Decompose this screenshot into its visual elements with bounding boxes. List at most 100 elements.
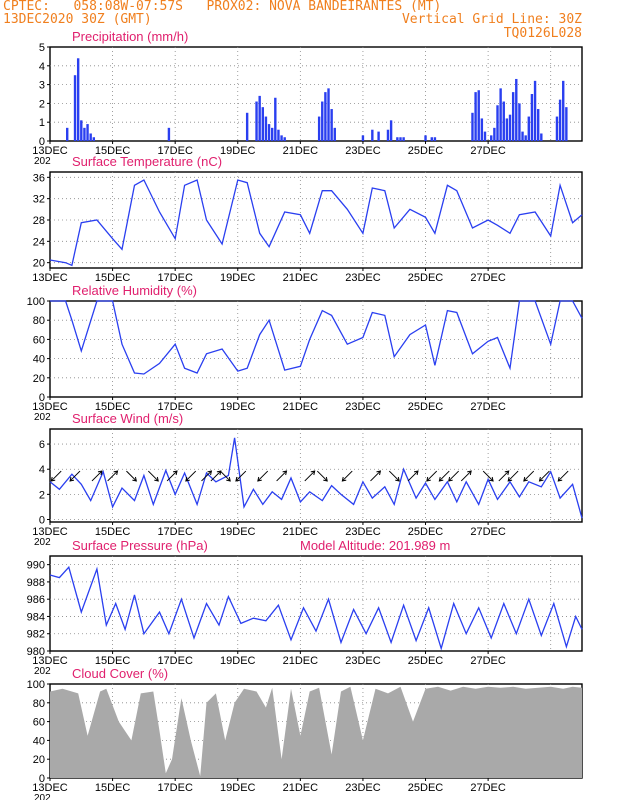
precipitation-bar bbox=[76, 58, 80, 141]
pressure-xtick-label: 13DEC bbox=[32, 655, 68, 667]
wind-arrow-head bbox=[467, 470, 472, 476]
wind-arrow bbox=[538, 470, 550, 482]
wind-ytick-label: 6 bbox=[39, 439, 45, 451]
humidity-ytick-label: 40 bbox=[33, 354, 45, 366]
precipitation-bar bbox=[508, 114, 512, 141]
wind-arrow-shaft bbox=[69, 470, 81, 482]
wind-arrow-head bbox=[132, 476, 137, 482]
wind-arrow bbox=[304, 470, 316, 482]
precipitation-xtick-label: 15DEC bbox=[95, 145, 131, 157]
wind-arrow-head bbox=[413, 470, 419, 476]
pressure-ytick-label: 986 bbox=[27, 594, 45, 606]
humidity-xtick-label: 23DEC bbox=[345, 401, 381, 413]
humidity-ytick-label: 100 bbox=[27, 296, 45, 308]
precipitation-bar bbox=[261, 107, 264, 141]
temperature-title: Surface Temperature (nC) bbox=[72, 154, 222, 169]
wind-arrow-head bbox=[438, 476, 444, 482]
precipitation-bar bbox=[424, 135, 427, 141]
precipitation-bar bbox=[317, 116, 321, 141]
wind-arrow bbox=[460, 470, 472, 482]
wind-arrow bbox=[523, 470, 535, 482]
temperature-ytick-label: 28 bbox=[33, 215, 45, 227]
wind-arrow-shaft bbox=[235, 470, 247, 482]
precipitation-bar bbox=[386, 129, 390, 141]
precipitation-bar bbox=[558, 99, 562, 141]
pressure-frame bbox=[49, 555, 583, 652]
wind-year-label: 202 bbox=[34, 537, 51, 548]
precipitation-bar bbox=[480, 118, 484, 141]
humidity-xtick-label: 27DEC bbox=[470, 401, 506, 413]
precipitation-bar bbox=[73, 75, 77, 141]
precipitation-bar bbox=[396, 137, 399, 141]
precipitation-xtick-label: 19DEC bbox=[220, 145, 256, 157]
temperature-ytick-label: 36 bbox=[33, 172, 45, 184]
wind-arrow-head bbox=[323, 476, 328, 482]
wind-arrow bbox=[407, 470, 419, 482]
precipitation-bar bbox=[518, 103, 521, 141]
cloud-panel: 0 20 40 60 80 100 13DEC 15DEC 17DEC 19DEC 21DEC 23D… bbox=[27, 666, 583, 800]
wind-arrow-head bbox=[538, 476, 544, 482]
wind-arrow-shaft bbox=[426, 470, 438, 482]
pressure-xtick-label: 15DEC bbox=[95, 655, 131, 667]
wind-arrow-head bbox=[207, 470, 213, 476]
precipitation-xtick-label: 23DEC bbox=[345, 145, 381, 157]
humidity-xtick-label: 25DEC bbox=[408, 401, 444, 413]
wind-arrow-head bbox=[523, 476, 528, 482]
cloud-ytick-label: 20 bbox=[33, 754, 45, 766]
humidity-xtick-label: 13DEC bbox=[32, 401, 68, 413]
wind-arrow-shaft bbox=[407, 470, 419, 482]
precipitation-bar bbox=[371, 129, 374, 141]
wind-frame bbox=[49, 428, 583, 523]
wind-xtick-label: 17DEC bbox=[157, 526, 193, 538]
precipitation-xtick-label: 27DEC bbox=[470, 145, 506, 157]
temperature-panel: 20 24 28 32 36 13DEC 15DEC 17DEC 19DEC 21DEC 23DEC… bbox=[32, 154, 583, 284]
pressure-ytick-label: 984 bbox=[27, 611, 45, 623]
precipitation-ytick-label: 2 bbox=[39, 98, 45, 110]
pressure-xtick-label: 23DEC bbox=[345, 655, 381, 667]
wind-arrow-head bbox=[507, 476, 513, 482]
wind-xtick-label: 19DEC bbox=[220, 526, 256, 538]
wind-xtick-label: 15DEC bbox=[95, 526, 131, 538]
precipitation-bar bbox=[533, 80, 537, 141]
precipitation-bar bbox=[555, 116, 559, 141]
wind-arrow bbox=[235, 470, 247, 482]
wind-arrow-shaft bbox=[539, 470, 550, 482]
precipitation-xtick-label: 13DEC bbox=[32, 145, 68, 157]
precipitation-bar bbox=[361, 135, 365, 141]
precipitation-xtick-label: 21DEC bbox=[283, 145, 319, 157]
temperature-ytick-label: 32 bbox=[33, 194, 45, 206]
precipitation-bar bbox=[536, 109, 540, 141]
precipitation-bar bbox=[496, 105, 499, 141]
wind-arrow-shaft bbox=[219, 470, 231, 482]
wind-arrow-shaft bbox=[439, 470, 450, 482]
wind-ytick-label: 4 bbox=[39, 464, 45, 476]
precipitation-bar bbox=[430, 137, 433, 141]
cloud-ytick-label: 80 bbox=[33, 698, 45, 710]
temperature-ytick-label: 20 bbox=[33, 258, 45, 270]
precipitation-bar bbox=[524, 135, 527, 141]
wind-arrow-head bbox=[282, 470, 288, 476]
wind-arrow bbox=[166, 470, 178, 482]
precipitation-bar bbox=[402, 137, 405, 141]
precipitation-xtick-label: 25DEC bbox=[408, 145, 444, 157]
precipitation-bar bbox=[83, 127, 86, 141]
wind-arrow-head bbox=[257, 476, 262, 482]
wind-arrow-shaft bbox=[50, 470, 62, 482]
precipitation-bar bbox=[92, 137, 96, 141]
precipitation-bar bbox=[327, 88, 330, 141]
pressure-xtick-label: 25DEC bbox=[408, 655, 444, 667]
pressure-year-label: 202 bbox=[34, 666, 51, 677]
wind-arrow-shaft bbox=[557, 470, 569, 482]
cloud-xtick-label: 17DEC bbox=[157, 782, 193, 794]
precipitation-bar bbox=[493, 127, 496, 141]
humidity-year-label: 202 bbox=[34, 412, 51, 423]
wind-ytick-label: 2 bbox=[39, 489, 45, 501]
wind-arrow-shaft bbox=[316, 470, 328, 482]
wind-arrow-shaft bbox=[341, 470, 353, 482]
precipitation-bar bbox=[270, 127, 274, 141]
precipitation-bar bbox=[477, 90, 480, 141]
wind-arrow bbox=[370, 470, 382, 482]
wind-arrow bbox=[50, 470, 62, 482]
precipitation-xtick-label: 17DEC bbox=[157, 145, 193, 157]
wind-arrow-head bbox=[489, 476, 494, 482]
